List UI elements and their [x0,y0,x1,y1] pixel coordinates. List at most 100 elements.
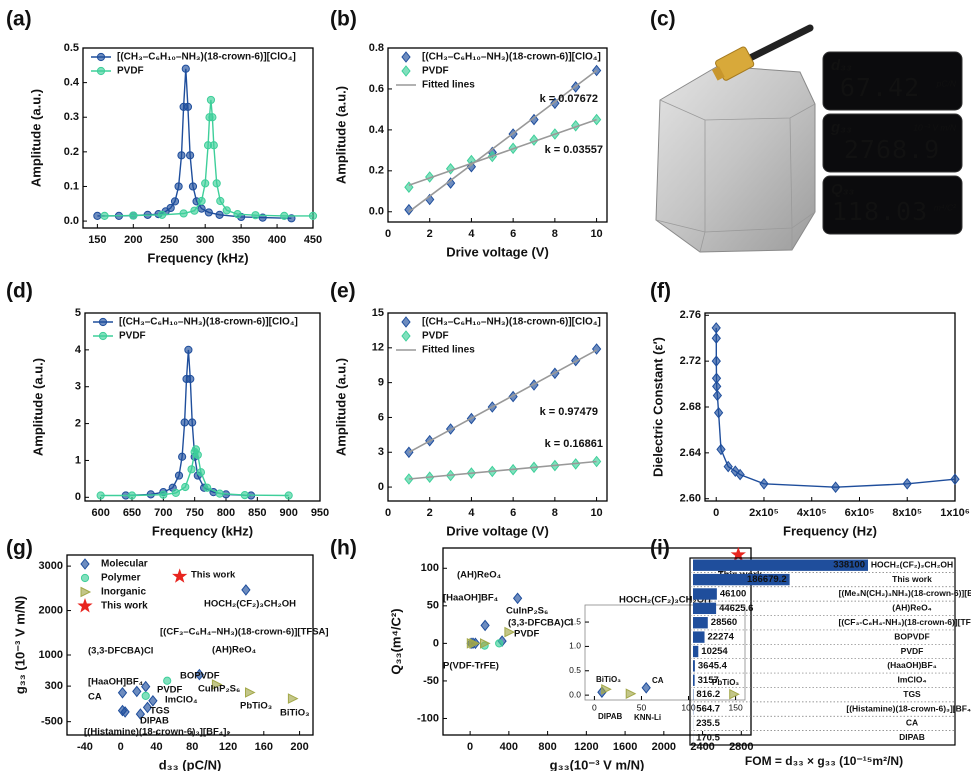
x-tick-label: 950 [311,507,329,519]
data-point [215,489,224,498]
legend-label: PVDF [422,66,449,77]
x-axis-label: FOM = d₃₃ × g₃₃ (10⁻¹⁵m²/N) [745,754,903,768]
data-point [181,64,190,73]
data-point [759,477,769,490]
readout-screen [822,113,963,173]
crystal-facet [659,99,816,121]
panel-label: (d) [6,280,33,303]
y-tick-label: 6 [378,411,384,423]
legend-marker [98,331,108,341]
point-label: HOCH₂(CF₂)₃CH₂OH [619,595,711,606]
bar [693,645,699,658]
x-tick-label: 0 [713,507,719,519]
crystal [655,65,816,253]
legend-label: PVDF [119,331,146,342]
panel-label: (c) [650,8,676,31]
data-point [480,638,491,649]
data-point [172,568,188,583]
data-point [204,208,213,217]
hammer-handle [738,24,814,66]
x-tick-label: 200 [124,234,142,246]
plot-frame [84,312,321,502]
x-tick-label: 10 [590,507,602,519]
plot-frame [82,47,314,229]
crystal-facet [655,211,816,233]
data-point [166,203,175,213]
x-tick-label: 0 [592,702,597,712]
plot-frame [584,604,746,701]
legend-label: Fitted lines [422,80,475,91]
panel-label: (f) [650,280,671,303]
point-label: [(CF₃–C₆H₄–NH₃)(18-crown-6)][TFSA] [160,627,329,638]
panel-label: (a) [6,8,32,31]
point-label: BiTiO₃ [280,708,310,719]
readout-label: g₃₃ [830,119,852,136]
data-point [711,322,721,334]
data-point [180,418,189,427]
y-tick-label: 0.0 [369,206,384,218]
x-tick-label: 800 [217,507,235,519]
data-point [251,211,260,220]
data-point [206,95,216,105]
x-tick-label: 200 [290,741,308,753]
category-label: HOCH₂(CF₂)₃CH₂OH [871,559,953,569]
x-tick-label: 2 [427,228,433,240]
data-point [245,687,256,698]
legend-label: [(CH₃–C₆H₁₀–NH₃)(18-crown-6)][ClO₄] [422,317,601,328]
y-tick-label: 0 [75,491,81,503]
category-label: This work [892,574,932,584]
data-point [179,209,188,218]
x-tick-label: 10 [590,228,602,240]
x-tick-label: 80 [186,741,198,753]
x-tick-label: 8 [552,228,558,240]
x-tick-label: 250 [160,234,178,246]
point-label: DIPAB [598,712,623,721]
data-point [141,691,150,700]
data-point [729,688,740,700]
y-tick-label: 0 [433,637,439,649]
category-label: [(CF₃-C₆H₄-NH₃)(18-crown-6)][TFSA] [838,617,971,627]
y-tick-label: 300 [45,680,63,692]
point-label: (3,3-DFCBA)Cl [88,646,153,657]
data-point [641,681,651,694]
point-label: ImClO₄ [165,695,198,706]
data-point [100,211,109,220]
x-tick-label: 2000 [652,741,676,753]
legend-marker [401,65,411,77]
data-point [480,619,490,632]
readout-label: Q₃₃ [831,181,854,198]
point-label: TGS [150,706,170,717]
category-label: [(Histamine)(18-crown-6)₃][BF₄]₂ [846,703,971,713]
point-label: KNN-Li [634,713,661,722]
y-tick-label: 1 [75,454,81,466]
data-point [135,708,146,720]
y-tick-label: 0.2 [64,146,79,158]
y-tick-label: 2.68 [680,401,701,413]
x-tick-label: 0 [118,741,124,753]
data-point [716,443,726,456]
data-point [712,389,723,402]
data-point [222,206,231,215]
data-point [712,380,722,393]
y-tick-label: 9 [378,377,384,389]
series-line [408,349,597,480]
category-label: CA [906,718,918,728]
x-tick-label: 6x10⁵ [845,507,875,519]
value-label: 44625.6 [719,603,753,614]
x-tick-label: 600 [91,507,109,519]
data-point [96,491,105,500]
data-point [190,206,199,215]
legend-marker [401,51,411,63]
legend-marker [401,316,411,328]
x-tick-label: 1600 [613,741,637,753]
point-label: CuInP₂S₆ [198,684,240,695]
data-point [469,638,480,649]
x-tick-label: -40 [77,741,93,753]
y-tick-label: 12 [372,342,384,354]
bar [693,602,717,615]
category-label: (AH)ReO₄ [892,603,931,613]
x-tick-label: 700 [154,507,172,519]
point-label: [HaaOH]BF₄ [88,677,144,688]
data-point [188,418,197,427]
